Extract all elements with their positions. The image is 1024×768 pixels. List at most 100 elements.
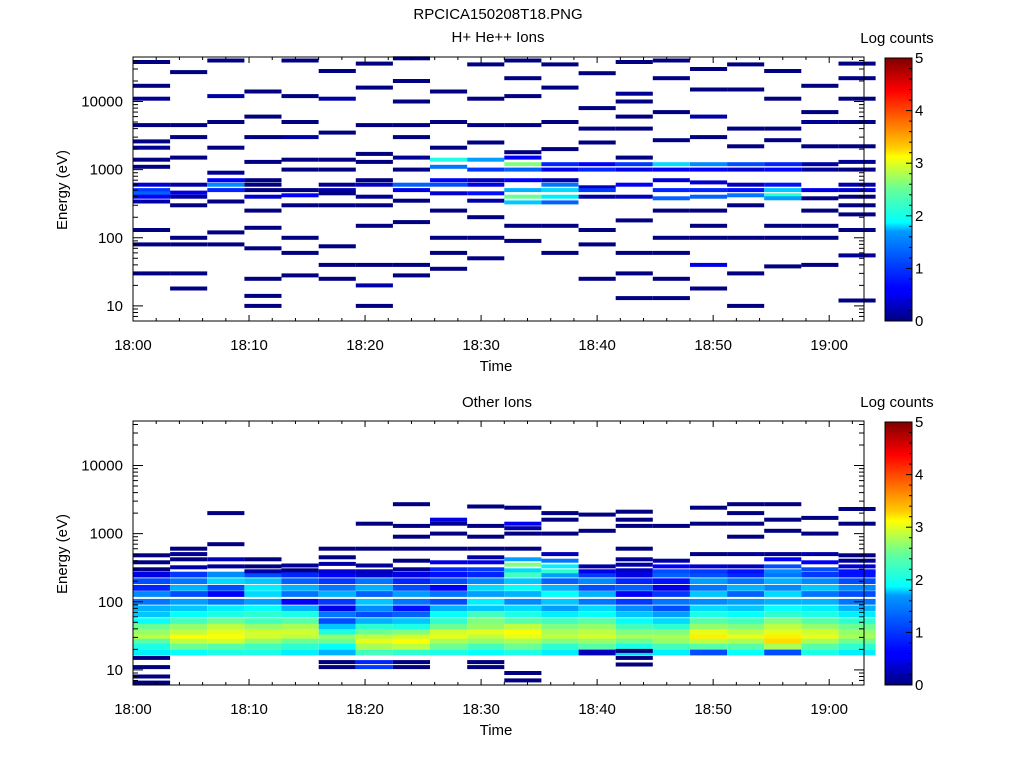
heatmap-cell	[504, 671, 542, 675]
heatmap-cell	[690, 521, 728, 526]
heatmap-cell	[392, 182, 430, 187]
heatmap-cell	[541, 564, 579, 569]
colorbar-label: Log counts	[860, 30, 933, 47]
heatmap-cell	[615, 568, 653, 573]
heatmap-cell	[801, 629, 839, 635]
heatmap-cell	[541, 85, 579, 90]
heatmap-cell	[133, 83, 171, 88]
heatmap-cell	[764, 264, 802, 269]
heatmap-cell	[318, 276, 356, 281]
heatmap-cell	[690, 591, 728, 597]
heatmap-cell	[207, 634, 245, 641]
heatmap-cell	[467, 591, 505, 597]
heatmap-cell	[170, 123, 208, 128]
heatmap-cell	[430, 191, 468, 196]
heatmap-cell	[207, 629, 245, 635]
x-tick-label: 18:20	[346, 701, 384, 718]
heatmap-cell	[838, 182, 876, 187]
heatmap-cell	[355, 623, 393, 630]
plot-frame	[132, 420, 865, 686]
heatmap-cell	[392, 167, 430, 172]
heatmap-cell	[392, 660, 430, 665]
heatmap-cell	[652, 178, 690, 183]
heatmap-cell	[244, 611, 282, 618]
heatmap-cell	[652, 235, 690, 240]
heatmap-cell	[504, 194, 542, 199]
heatmap-cell	[318, 191, 356, 196]
heatmap-cell	[690, 167, 728, 172]
heatmap-cell	[541, 182, 579, 187]
heatmap-cell	[170, 286, 208, 291]
heatmap-cell	[578, 228, 616, 232]
heatmap-cell	[727, 634, 765, 641]
heatmap-cell	[615, 194, 653, 199]
heatmap-cell	[838, 605, 876, 612]
heatmap-cell	[467, 235, 505, 240]
heatmap-cell	[690, 638, 728, 645]
heatmap-cell	[801, 120, 839, 124]
heatmap-cell	[541, 147, 579, 152]
heatmap-cell	[652, 634, 690, 641]
heatmap-cell	[467, 167, 505, 172]
y-axis-label: Energy (eV)	[54, 150, 71, 230]
heatmap-cell	[207, 643, 245, 650]
heatmap-cell	[615, 611, 653, 618]
heatmap-cell	[690, 208, 728, 213]
heatmap-cell	[690, 618, 728, 624]
heatmap-cell	[244, 605, 282, 612]
heatmap-cell	[541, 200, 579, 205]
heatmap-cell	[727, 534, 765, 539]
heatmap-cell	[430, 629, 468, 635]
heatmap-cell	[170, 618, 208, 624]
heatmap-cell	[504, 562, 542, 567]
heatmap-cell	[727, 193, 765, 198]
heatmap-cell	[615, 585, 653, 591]
heatmap-cell	[133, 578, 171, 585]
heatmap-cell	[133, 571, 171, 578]
heatmap-cell	[170, 182, 208, 187]
heatmap-cell	[318, 167, 356, 172]
heatmap-cell	[170, 235, 208, 240]
heatmap-cell	[727, 649, 765, 656]
heatmap-cell	[430, 178, 468, 183]
heatmap-cell	[801, 638, 839, 645]
heatmap-cell	[504, 238, 542, 243]
heatmap-cell	[727, 62, 765, 67]
heatmap-cell	[727, 569, 765, 574]
heatmap-cell	[615, 91, 653, 96]
heatmap-cell	[615, 296, 653, 301]
heatmap-cell	[652, 564, 690, 569]
x-tick-label: 18:50	[694, 701, 732, 718]
heatmap-cell	[467, 605, 505, 612]
heatmap-cell	[578, 162, 616, 167]
y-tick-label: 10	[106, 298, 123, 315]
heatmap-cell	[652, 196, 690, 201]
heatmap-cell	[207, 120, 245, 124]
heatmap-cell	[392, 605, 430, 612]
heatmap-cell	[467, 643, 505, 650]
heatmap-cell	[430, 208, 468, 213]
x-axis-label: Time	[480, 358, 513, 375]
heatmap-cell	[801, 208, 839, 213]
heatmap-cell	[392, 585, 430, 591]
heatmap-cell	[430, 623, 468, 630]
heatmap-cell	[615, 218, 653, 223]
colorbar-tick-label: 0	[915, 677, 923, 694]
heatmap-cell	[133, 188, 171, 193]
heatmap-cell	[355, 159, 393, 164]
heatmap-cell	[281, 188, 319, 193]
heatmap-cell	[690, 87, 728, 92]
heatmap-cell	[244, 618, 282, 624]
heatmap-cell	[727, 598, 765, 605]
heatmap-cell	[541, 649, 579, 656]
panel-h-he-ions: H+ He++ Ions Energy (eV) Time 18:00 18:10…	[54, 29, 934, 375]
heatmap-cell	[578, 649, 616, 656]
heatmap-cell	[838, 144, 876, 149]
heatmap-cell	[504, 223, 542, 228]
heatmap-cell	[170, 557, 208, 562]
heatmap-cell	[615, 523, 653, 528]
heatmap-cell	[355, 61, 393, 66]
heatmap-cell	[541, 605, 579, 612]
x-tick-label: 19:00	[810, 701, 848, 718]
heatmap-cell	[133, 649, 171, 656]
